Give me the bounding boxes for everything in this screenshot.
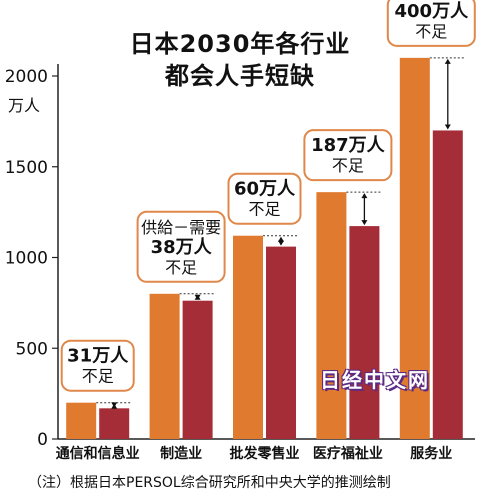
y-tick-label: 1500 bbox=[5, 158, 48, 178]
shortage-callout-text: 不足 bbox=[82, 367, 114, 386]
x-category-label: 医疗福祉业 bbox=[313, 445, 383, 462]
gap-arrow-head-down bbox=[444, 124, 451, 130]
y-tick-label: 500 bbox=[16, 339, 48, 359]
gap-arrow-head-down bbox=[361, 220, 368, 226]
shortage-callout-text: 不足 bbox=[165, 258, 197, 277]
shortage-callout-text: 31万人 bbox=[67, 346, 129, 367]
shortage-callout-text: 38万人 bbox=[151, 237, 213, 258]
bar-demand bbox=[266, 246, 296, 439]
source-note: （注）根据日本PERSOL综合研究所和中央大学的推测绘制 bbox=[28, 475, 391, 491]
x-category-label: 通信和信息业 bbox=[56, 445, 140, 462]
shortage-callout bbox=[136, 210, 226, 283]
shortage-callout bbox=[303, 129, 393, 182]
shortage-callout bbox=[227, 172, 302, 225]
shortage-callout bbox=[386, 0, 476, 47]
shortage-callout-text: 不足 bbox=[332, 156, 364, 175]
bar-demand bbox=[99, 408, 130, 439]
x-category-label: 服务业 bbox=[410, 445, 452, 462]
chart-title-line2: 都会人手短缺 bbox=[165, 62, 315, 90]
bar-supply bbox=[233, 235, 263, 439]
bar-supply bbox=[149, 293, 180, 439]
bar-supply bbox=[399, 57, 430, 439]
gap-arrow-head-up bbox=[278, 236, 284, 242]
bar-demand bbox=[349, 226, 380, 439]
x-category-label: 批发零售业 bbox=[230, 445, 300, 462]
chart-title-line1: 日本2030年各行业 bbox=[129, 30, 351, 58]
bar-supply bbox=[66, 402, 97, 439]
gap-arrow-head-up bbox=[444, 58, 451, 64]
bar-supply bbox=[316, 192, 347, 439]
gap-arrow-head-down bbox=[111, 402, 118, 408]
y-tick-label: 1000 bbox=[5, 249, 48, 269]
y-tick-label: 2000 bbox=[5, 67, 48, 87]
bar-demand bbox=[432, 130, 463, 439]
shortage-callout-text: 400万人 bbox=[395, 1, 470, 22]
shortage-callout-text: 不足 bbox=[415, 22, 447, 41]
y-axis-unit-label: 万人 bbox=[8, 96, 41, 115]
gap-arrow-head-up bbox=[361, 193, 368, 199]
shortage-callout bbox=[60, 339, 135, 392]
shortage-callout-text: 187万人 bbox=[311, 135, 386, 156]
shortage-callout-text: 60万人 bbox=[234, 179, 296, 200]
shortage-callout-text: 不足 bbox=[248, 200, 280, 219]
gap-arrow-head-down bbox=[194, 294, 201, 300]
watermark: 日经中文网 bbox=[320, 368, 430, 392]
x-category-label: 制造业 bbox=[160, 445, 202, 462]
y-tick-label: 0 bbox=[37, 430, 48, 450]
bar-demand bbox=[182, 300, 213, 439]
shortage-callout-text: 供給－需要 bbox=[141, 218, 221, 237]
gap-arrow-head-down bbox=[278, 240, 284, 246]
